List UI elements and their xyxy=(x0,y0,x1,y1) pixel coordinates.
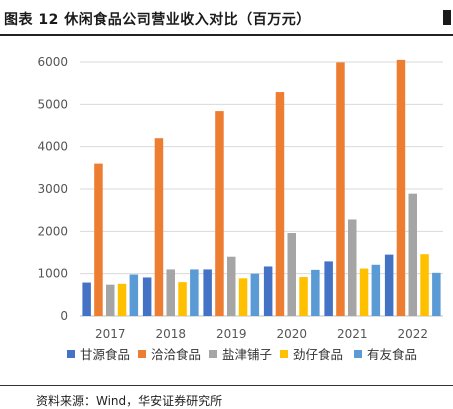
figure-title: 图表 12 休闲食品公司营业收入对比（百万元） xyxy=(4,12,311,28)
legend-swatch xyxy=(354,350,362,358)
legend-swatch xyxy=(138,350,146,358)
bar xyxy=(275,92,285,316)
bar xyxy=(129,274,139,316)
bar xyxy=(324,261,333,316)
bar xyxy=(94,163,103,316)
bar xyxy=(287,233,296,316)
legend-label: 甘源食品 xyxy=(80,347,130,362)
title-rule xyxy=(0,34,453,36)
bar xyxy=(250,273,260,316)
x-tick-label: 2021 xyxy=(337,327,368,341)
bar xyxy=(142,277,152,316)
bar xyxy=(215,111,224,317)
x-tick-label: 2022 xyxy=(397,327,428,341)
y-tick-label: 0 xyxy=(60,309,68,323)
x-tick-label: 2020 xyxy=(276,327,307,341)
source-rule xyxy=(0,385,453,386)
y-tick-label: 1000 xyxy=(37,267,68,281)
legend-swatch xyxy=(280,350,288,358)
bar xyxy=(190,269,199,316)
bar xyxy=(420,254,429,316)
y-tick-label: 6000 xyxy=(37,55,68,69)
x-tick-label: 2019 xyxy=(216,327,247,341)
bar xyxy=(203,269,212,316)
legend-swatch xyxy=(67,350,75,358)
y-tick-label: 4000 xyxy=(37,140,68,154)
title-marker xyxy=(443,10,451,25)
x-tick-label: 2018 xyxy=(155,327,186,341)
bar xyxy=(348,219,357,316)
y-tick-label: 5000 xyxy=(37,97,68,111)
bar xyxy=(117,283,127,316)
bar xyxy=(238,278,248,316)
bar xyxy=(336,62,345,316)
bar xyxy=(432,272,441,316)
y-tick-label: 2000 xyxy=(37,224,68,238)
bar xyxy=(106,284,115,316)
legend-label: 盐津铺子 xyxy=(222,347,272,362)
bar xyxy=(384,254,394,316)
bar xyxy=(359,268,369,316)
bar xyxy=(82,282,91,316)
source-note: 资料来源：Wind，华安证券研究所 xyxy=(36,394,223,408)
legend-label: 有友食品 xyxy=(367,347,417,362)
y-tick-label: 3000 xyxy=(37,182,68,196)
bar xyxy=(408,193,417,316)
legend-label: 洽洽食品 xyxy=(151,347,201,362)
bar xyxy=(396,59,406,317)
legend-label: 劲仔食品 xyxy=(293,347,343,362)
bar xyxy=(371,264,381,316)
x-tick-label: 2017 xyxy=(95,327,126,341)
bar xyxy=(299,277,308,316)
legend-swatch xyxy=(209,350,217,358)
bar xyxy=(154,138,164,316)
bar xyxy=(263,266,273,316)
bar xyxy=(166,269,175,316)
bar xyxy=(178,282,187,316)
bar xyxy=(227,256,236,316)
bar xyxy=(311,269,320,316)
